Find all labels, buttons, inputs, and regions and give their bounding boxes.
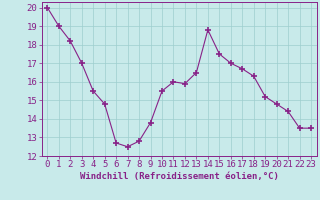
- X-axis label: Windchill (Refroidissement éolien,°C): Windchill (Refroidissement éolien,°C): [80, 172, 279, 181]
